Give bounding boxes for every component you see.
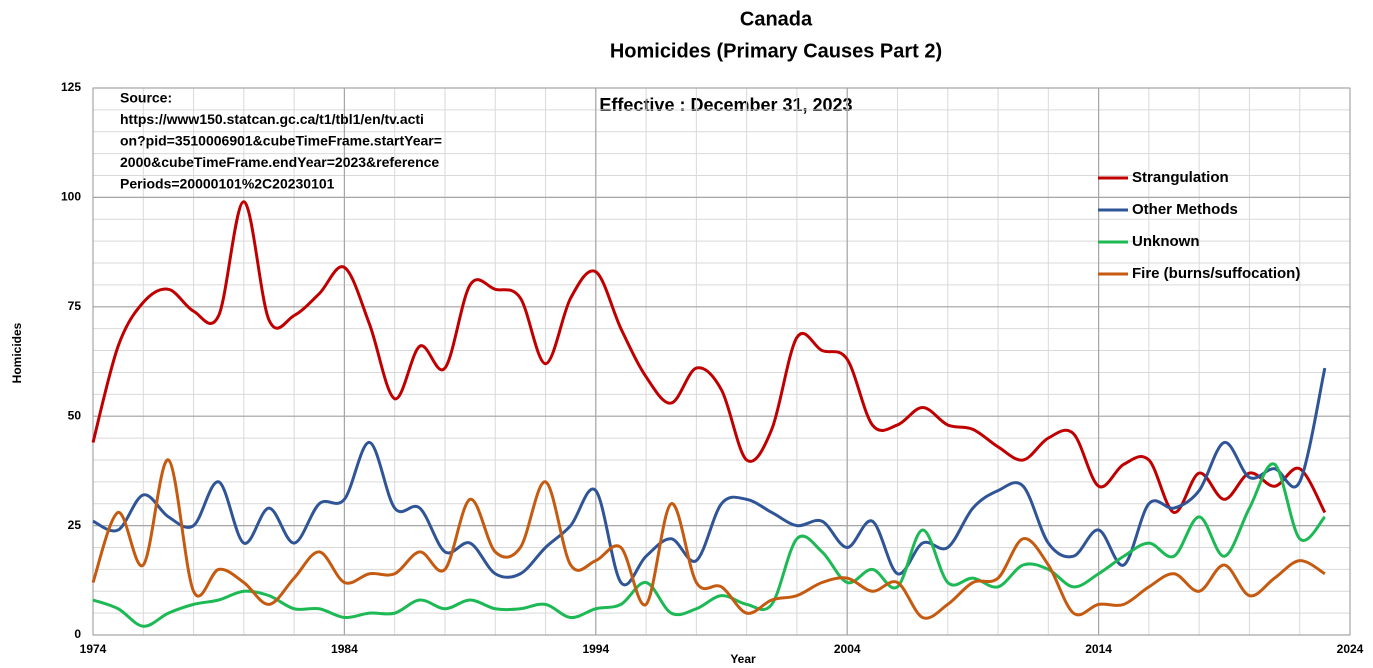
chart-title: Canada (740, 8, 813, 30)
y-tick-label: 100 (61, 190, 81, 204)
source-text: 2000&cubeTimeFrame.endYear=2023&referenc… (120, 154, 439, 170)
legend-label: Fire (burns/suffocation) (1132, 265, 1300, 282)
x-tick-label: 1984 (331, 642, 358, 656)
y-tick-label: 25 (68, 518, 82, 532)
x-tick-label: 1994 (582, 642, 609, 656)
series-line (92, 367, 1327, 587)
x-tick-label: 2014 (1085, 642, 1112, 656)
y-tick-label: 50 (68, 408, 82, 422)
y-tick-label: 75 (68, 299, 82, 313)
legend-label: Strangulation (1132, 169, 1229, 186)
y-tick-label: 0 (74, 627, 81, 641)
legend-label: Other Methods (1132, 201, 1238, 218)
source-text: Source: (120, 90, 172, 106)
plot-frame (92, 87, 1351, 636)
x-tick-label: 2004 (834, 642, 861, 656)
x-tick-label: 1974 (80, 642, 107, 656)
legend-label: Unknown (1132, 233, 1200, 250)
x-axis-label: Year (730, 652, 756, 666)
y-tick-label: 125 (61, 80, 81, 94)
chart-subtitle: Homicides (Primary Causes Part 2) (610, 40, 942, 62)
series-line (91, 458, 1326, 620)
series-line (92, 462, 1327, 628)
annotation: Effective : December 31, 2023 (599, 95, 852, 115)
source-text: on?pid=3510006901&cubeTimeFrame.startYea… (120, 133, 442, 149)
source-text: Periods=20000101%2C20230101 (120, 176, 335, 192)
x-tick-label: 2024 (1337, 642, 1364, 656)
source-text: https://www150.statcan.gc.ca/t1/tbl1/en/… (120, 111, 424, 127)
y-axis-label: Homicides (10, 322, 24, 383)
series-line (91, 200, 1327, 514)
